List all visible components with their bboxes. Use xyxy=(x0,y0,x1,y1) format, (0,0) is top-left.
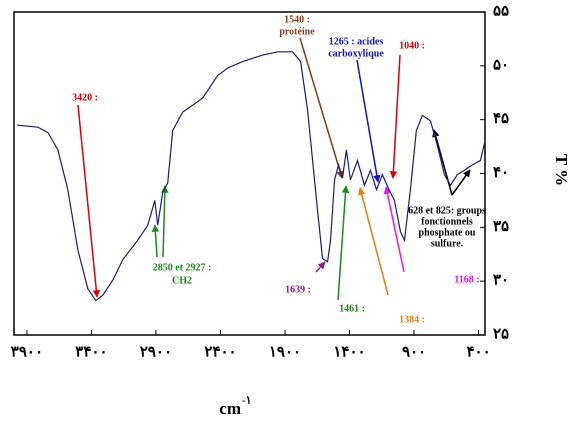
x-axis-label: cm xyxy=(219,399,241,418)
y-tick-label: ۵۰ xyxy=(493,57,509,73)
annotation: 1265 : acides xyxy=(329,36,384,47)
annotation: fonctionnels xyxy=(421,216,473,227)
annotation: 1461 : xyxy=(339,303,365,314)
x-tick-label: ۱۴۰۰ xyxy=(333,344,365,360)
x-tick-label: ۴۰۰ xyxy=(466,344,490,360)
y-tick-label: ۳۵ xyxy=(493,219,509,235)
y-tick-label: ۳۰ xyxy=(493,273,509,289)
y-tick-label: ۲۵ xyxy=(493,326,509,342)
x-tick-label: ۳۴۰۰ xyxy=(75,344,107,360)
x-tick-label: ۳۹۰۰ xyxy=(11,344,43,360)
y-axis-label: T % xyxy=(552,154,571,186)
annotation: 1540 : xyxy=(284,14,310,25)
y-tick-label: ۴۵ xyxy=(493,111,509,127)
annotation: CH2 xyxy=(172,275,192,286)
spectrum-line xyxy=(16,51,486,302)
x-tick-label: ۹۰۰ xyxy=(402,344,426,360)
annotation: 1040 : xyxy=(399,40,425,51)
annotation: 2850 et 2927 : xyxy=(153,262,212,273)
annotation: 1639 : xyxy=(285,284,311,295)
annotation: 3420 : xyxy=(72,92,98,103)
y-tick-label: ۵۵ xyxy=(493,3,509,19)
annotation: 628 et 825: groups xyxy=(408,205,486,216)
x-tick-label: ۲۴۰۰ xyxy=(204,344,236,360)
annotation: phosphate ou xyxy=(419,227,476,238)
x-tick-label: ۱۹۰۰ xyxy=(269,344,301,360)
y-tick-label: ۴۰ xyxy=(493,165,509,181)
annotation: carboxylique xyxy=(328,48,384,59)
annotation: 1384 : xyxy=(399,314,425,325)
x-tick-label: ۲۹۰۰ xyxy=(140,344,172,360)
x-axis-label-sup: -۱ xyxy=(242,395,252,407)
annotations: 3420 : 2850 et 2927 : CH2 1639 : 1540 : … xyxy=(72,14,486,325)
arrows xyxy=(77,37,471,301)
annotation: 1168 : xyxy=(454,274,479,285)
annotation: protéine xyxy=(279,26,315,37)
annotation: sulfure. xyxy=(431,238,464,249)
